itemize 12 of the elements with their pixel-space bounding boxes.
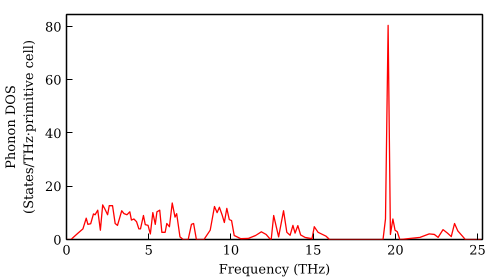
x-tick-label: 25 <box>469 244 486 258</box>
y-tick-label: 60 <box>44 74 62 89</box>
x-tick-label: 20 <box>387 244 404 258</box>
x-tick-label: 10 <box>222 244 240 258</box>
x-tick-label: 5 <box>144 244 153 258</box>
x-tick-label: 15 <box>304 244 322 258</box>
y-axis-title: Phonon DOS (States/THz·primitive cell) <box>4 40 37 214</box>
y-tick-label: 40 <box>44 126 62 142</box>
y-tick-label: 20 <box>44 180 62 196</box>
y-tick-label: 0 <box>53 234 62 248</box>
x-axis-title: Frequency (THz) <box>218 262 330 278</box>
y-tick-label: 80 <box>44 20 62 36</box>
